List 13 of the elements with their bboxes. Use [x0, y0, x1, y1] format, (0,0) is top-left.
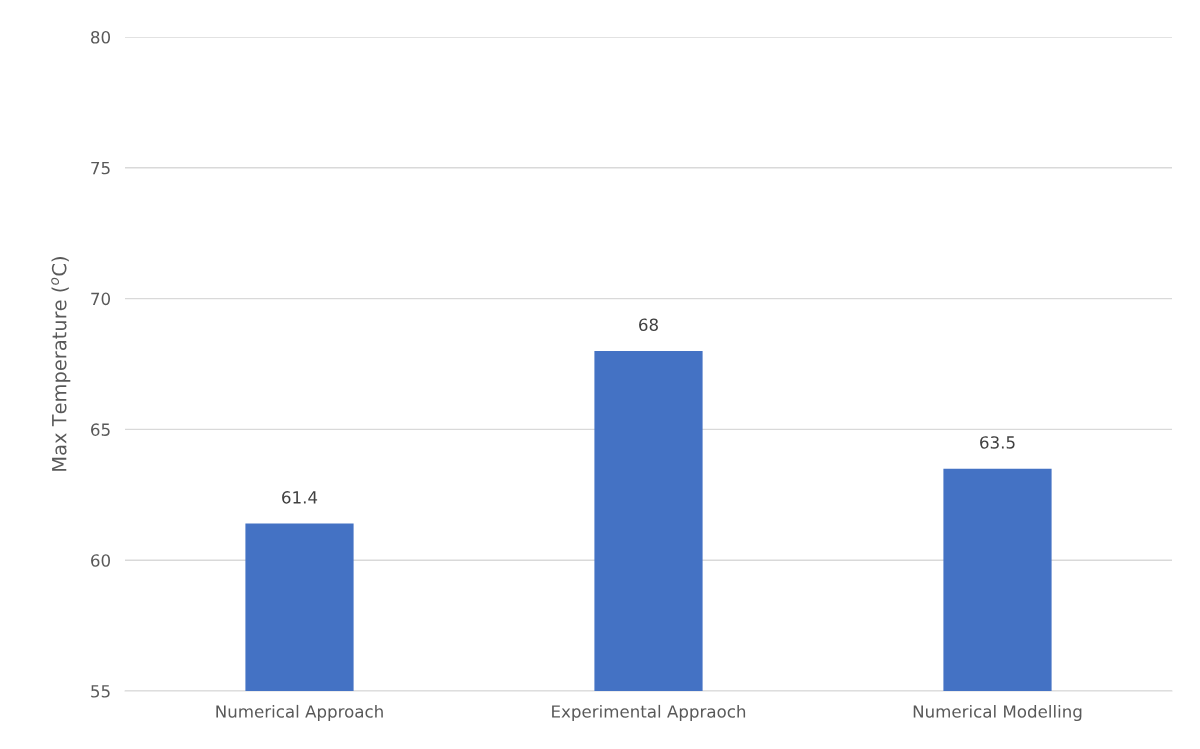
data-label: 68 [639, 318, 658, 332]
y-tick-label: 80 [91, 30, 110, 44]
data-label: 61.4 [282, 491, 318, 504]
y-tick-label: 70 [91, 292, 110, 306]
x-tick-label: Experimental Appraoch [552, 704, 746, 722]
data-label: 63.5 [980, 436, 1015, 449]
y-tick-label: 60 [91, 554, 110, 567]
y-tick-label: 75 [91, 161, 110, 175]
y-tick-label: 65 [91, 423, 110, 436]
x-tick-label: Numerical Approach [216, 704, 383, 722]
y-axis-title: Max Temperature ($^{o}$C) [51, 257, 71, 471]
y-tick-label: 55 [91, 685, 110, 698]
x-tick-label: Numerical Modelling [913, 704, 1082, 722]
